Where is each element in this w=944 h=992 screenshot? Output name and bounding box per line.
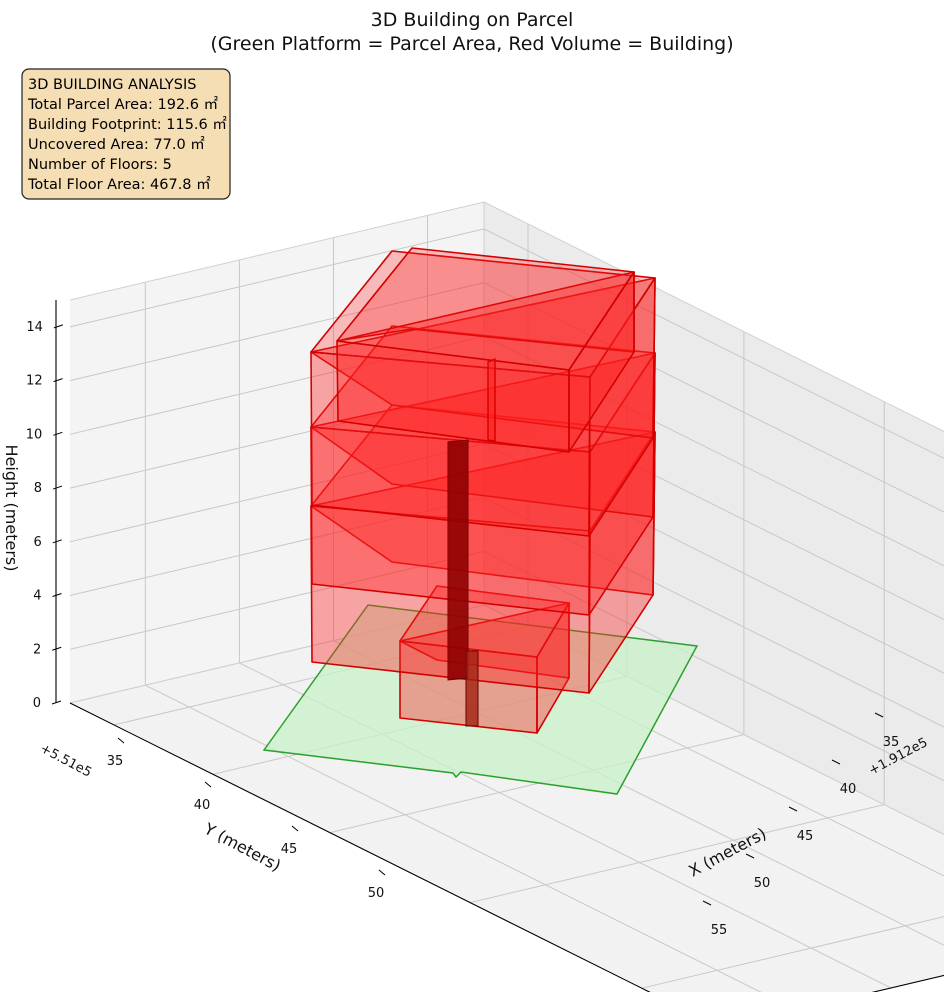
z-axis-label: Height (meters)	[2, 445, 21, 572]
x-grid-line	[641, 916, 944, 989]
stats-line-uncovered: Uncovered Area: 77.0 ㎡	[28, 136, 205, 153]
y-tick-label: 35	[107, 754, 124, 769]
y-tick	[204, 781, 212, 788]
y-tick	[117, 737, 125, 744]
x-axis-line	[871, 974, 944, 992]
back-pane-left	[70, 202, 484, 703]
z-tick	[53, 378, 63, 383]
stats-line-floors: Number of Floors: 5	[28, 157, 172, 173]
z-tick-label: 8	[34, 481, 42, 496]
back-pane-right	[484, 202, 944, 835]
y-axis-line	[69, 702, 651, 992]
y-axis-label: Y (meters)	[200, 819, 284, 876]
x-tick-label: 55	[711, 923, 728, 938]
z-tick	[51, 700, 62, 705]
chart-subtitle: (Green Platform = Parcel Area, Red Volum…	[210, 33, 733, 55]
floor-3-right-face	[588, 352, 656, 616]
y-tick	[378, 869, 386, 876]
z-tick-label: 4	[33, 589, 41, 604]
x-tick-label: 50	[754, 876, 771, 891]
building-volume	[310, 247, 656, 734]
y-tick	[291, 825, 299, 832]
x-tick	[874, 712, 884, 718]
y-axis-offset: +5.51e5	[37, 741, 94, 781]
stats-line-parcel-area: Total Parcel Area: 192.6 ㎡	[27, 96, 219, 113]
x-tick-label: 35	[883, 735, 900, 750]
axes-panes	[70, 202, 944, 992]
z-tick	[52, 485, 63, 490]
z-tick-label: 12	[26, 374, 43, 389]
chart-title: 3D Building on Parcel	[371, 9, 574, 31]
z-tick-label: 0	[33, 696, 41, 711]
x-tick	[831, 759, 841, 765]
x-tick	[702, 900, 712, 906]
y-tick-label: 50	[368, 886, 385, 901]
stats-line-floor-area: Total Floor Area: 467.8 ㎡	[27, 176, 211, 193]
floor-2-right-face	[588, 431, 656, 694]
stats-annotation: 3D BUILDING ANALYSIS Total Parcel Area: …	[21, 68, 231, 200]
tick-labels: 35 40 45 50 55 35 40 45 50 0 2 4 6 8 10 12 14	[26, 320, 899, 938]
z-tick-label: 10	[26, 427, 43, 442]
floor-5-right-face	[568, 271, 635, 453]
z-tick	[52, 646, 62, 651]
stats-line-footprint: Building Footprint: 115.6 ㎡	[28, 116, 227, 133]
z-tick	[52, 539, 62, 544]
z-tick-label: 14	[26, 320, 43, 335]
z-tick-label: 6	[34, 535, 42, 550]
z-tick	[53, 431, 63, 436]
y-tick-label: 40	[194, 798, 211, 813]
x-tick-label: 40	[840, 782, 857, 797]
z-tick	[52, 593, 62, 598]
stats-box	[21, 68, 231, 200]
x-tick	[788, 806, 798, 812]
floor-1-right-face	[536, 602, 570, 734]
y-tick-label: 45	[281, 842, 298, 857]
floor-pane	[70, 605, 944, 992]
core-base	[465, 650, 479, 727]
floor-5-notch	[487, 357, 496, 442]
z-tick	[53, 324, 64, 329]
z-tick-label: 2	[33, 642, 41, 657]
x-tick-label: 45	[797, 829, 814, 844]
x-tick	[745, 853, 755, 859]
stats-heading: 3D BUILDING ANALYSIS	[28, 77, 196, 93]
